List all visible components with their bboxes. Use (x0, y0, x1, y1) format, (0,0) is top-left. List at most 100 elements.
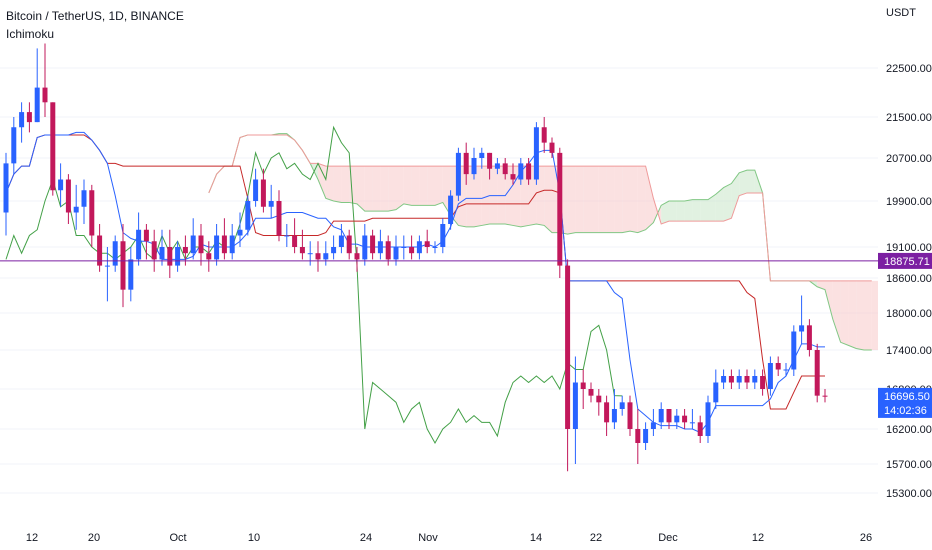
candle[interactable] (674, 409, 680, 429)
candle[interactable] (713, 369, 719, 410)
candle[interactable] (299, 229, 305, 260)
candle[interactable] (362, 224, 368, 266)
candle[interactable] (619, 395, 625, 416)
candle[interactable] (3, 152, 9, 236)
candle[interactable] (557, 147, 563, 278)
candle[interactable] (736, 369, 742, 390)
candle[interactable] (237, 212, 243, 248)
candle[interactable] (432, 241, 438, 254)
candle[interactable] (721, 369, 727, 390)
candle[interactable] (128, 247, 134, 302)
candle[interactable] (775, 356, 781, 377)
candle[interactable] (783, 363, 789, 376)
candle[interactable] (744, 369, 750, 390)
candle[interactable] (510, 163, 516, 185)
candle[interactable] (822, 389, 828, 403)
candle[interactable] (549, 137, 555, 159)
candle[interactable] (416, 235, 422, 260)
candle[interactable] (635, 409, 641, 464)
candle[interactable] (136, 212, 142, 266)
candle[interactable] (604, 395, 610, 436)
candle[interactable] (89, 184, 95, 247)
candle[interactable] (65, 174, 71, 224)
candle[interactable] (448, 190, 454, 230)
candle[interactable] (198, 224, 204, 266)
candle[interactable] (97, 224, 103, 272)
candle[interactable] (284, 224, 290, 247)
candle[interactable] (331, 235, 337, 260)
candle[interactable] (565, 259, 571, 472)
candle[interactable] (689, 409, 695, 429)
candle[interactable] (370, 229, 376, 260)
candle[interactable] (323, 241, 329, 266)
candle[interactable] (533, 122, 539, 185)
candle[interactable] (42, 43, 48, 118)
candle[interactable] (627, 395, 633, 436)
candle[interactable] (455, 147, 461, 201)
candle[interactable] (401, 235, 407, 260)
candle[interactable] (518, 158, 524, 185)
candle[interactable] (814, 343, 820, 403)
candle[interactable] (175, 241, 181, 272)
candle[interactable] (502, 158, 508, 180)
candle[interactable] (572, 356, 578, 465)
candle[interactable] (245, 195, 251, 236)
candle[interactable] (791, 325, 797, 376)
candle[interactable] (26, 102, 32, 133)
candle[interactable] (767, 356, 773, 396)
candle[interactable] (697, 415, 703, 443)
candle[interactable] (487, 152, 493, 180)
candle[interactable] (666, 409, 672, 429)
alert-price-tag[interactable] (878, 252, 932, 269)
candle[interactable] (34, 48, 40, 123)
candle[interactable] (346, 229, 352, 260)
candle[interactable] (190, 218, 196, 260)
candle[interactable] (143, 224, 149, 260)
candle[interactable] (526, 158, 532, 185)
candle[interactable] (50, 102, 56, 196)
candle[interactable] (292, 218, 298, 254)
candle[interactable] (588, 382, 594, 403)
candle[interactable] (494, 158, 500, 175)
candle[interactable] (728, 369, 734, 390)
candle[interactable] (253, 168, 259, 207)
last-price-tag[interactable] (878, 387, 932, 418)
candle[interactable] (580, 369, 586, 410)
candle[interactable] (541, 117, 547, 153)
candle[interactable] (611, 389, 617, 429)
candle[interactable] (471, 147, 477, 180)
candle[interactable] (11, 117, 17, 175)
candle[interactable] (159, 229, 165, 266)
candle[interactable] (806, 319, 812, 357)
candle[interactable] (104, 247, 110, 302)
candle[interactable] (260, 168, 266, 213)
candle[interactable] (81, 179, 87, 225)
candle[interactable] (440, 218, 446, 254)
candle[interactable] (120, 224, 126, 308)
candle[interactable] (409, 235, 415, 260)
candle[interactable] (268, 184, 274, 219)
candle[interactable] (167, 229, 173, 278)
candle[interactable] (752, 369, 758, 390)
candle[interactable] (424, 229, 430, 254)
candle[interactable] (658, 402, 664, 429)
candle[interactable] (760, 369, 766, 396)
candle[interactable] (479, 147, 485, 169)
candle[interactable] (596, 389, 602, 416)
candle[interactable] (276, 190, 282, 242)
candle[interactable] (58, 163, 64, 207)
candle[interactable] (650, 409, 656, 436)
candle[interactable] (151, 229, 157, 272)
candle[interactable] (206, 241, 212, 272)
candle[interactable] (229, 224, 235, 260)
candle[interactable] (315, 241, 321, 272)
candle[interactable] (214, 224, 220, 266)
candle[interactable] (112, 235, 118, 272)
candle[interactable] (799, 295, 805, 344)
candle[interactable] (307, 241, 313, 266)
candle[interactable] (73, 184, 79, 230)
candle[interactable] (19, 102, 25, 143)
candle[interactable] (377, 229, 383, 260)
candle[interactable] (643, 422, 649, 450)
